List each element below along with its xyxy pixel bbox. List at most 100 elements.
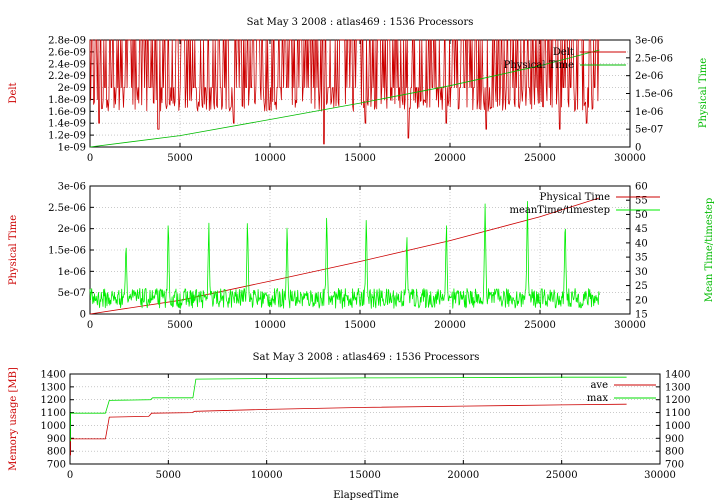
x-tick-label: 0 [67, 470, 73, 481]
panel-1-y2-label: Physical Time [698, 58, 709, 128]
y2-tick-label: 25 [635, 281, 648, 292]
y2-tick-label: 800 [665, 447, 684, 458]
panel-1-y1-label: Delt [8, 82, 19, 103]
y2-tick-label: 45 [635, 224, 648, 235]
x-tick-label: 20000 [447, 470, 479, 481]
y2-tick-label: 1100 [665, 408, 690, 419]
y1-tick-label: 1300 [41, 382, 66, 393]
y1-tick-label: 2.5e-06 [48, 203, 86, 214]
y2-tick-label: 35 [635, 253, 648, 264]
x-tick-label: 25000 [546, 470, 578, 481]
x-tick-label: 5000 [156, 470, 181, 481]
y1-tick-label: 1.8e-09 [48, 95, 86, 106]
series-line-delt [89, 39, 600, 145]
y2-tick-label: 0 [635, 143, 641, 154]
legend-entry-physical-time-2-label: Physical Time [540, 192, 610, 203]
y1-tick-label: 2.2e-09 [48, 71, 86, 82]
y1-tick-label: 1.6e-09 [48, 107, 86, 118]
y1-tick-label: 2e-06 [58, 224, 86, 235]
y1-tick-label: 1100 [41, 408, 66, 419]
y1-tick-label: 2.6e-09 [48, 47, 86, 58]
y2-tick-label: 50 [635, 210, 648, 221]
y1-tick-label: 900 [47, 434, 66, 445]
panel-2-y1-label: Physical Time [8, 215, 19, 285]
panel-2-series [89, 197, 600, 315]
series-line-physical-time [89, 49, 600, 148]
series-line-ave [70, 403, 627, 456]
y1-tick-label: 700 [47, 460, 66, 471]
y2-tick-label: 1400 [665, 370, 690, 381]
y2-tick-label: 5e-07 [635, 125, 663, 136]
panel-1-legend: Delt Physical Time [504, 47, 626, 71]
legend-entry-physical-time-label: Physical Time [504, 60, 574, 71]
y2-tick-label: 2.5e-06 [635, 53, 673, 64]
y1-tick-label: 2e-09 [58, 83, 86, 94]
panel-3-x-label: ElapsedTime [333, 490, 399, 501]
x-tick-label: 25000 [524, 320, 556, 331]
panel-3-title: Sat May 3 2008 : atlas469 : 1536 Process… [253, 352, 480, 363]
x-tick-label: 5000 [167, 320, 192, 331]
panel-1-y1-ticks: 1e-091.2e-091.4e-091.6e-091.8e-092e-092.… [48, 36, 94, 154]
panel-3: Sat May 3 2008 : atlas469 : 1536 Process… [8, 352, 690, 501]
x-tick-label: 5000 [167, 153, 192, 164]
y1-tick-label: 1.4e-09 [48, 119, 86, 130]
x-tick-label: 30000 [614, 320, 646, 331]
series-line-meantime-timestep [89, 201, 600, 309]
x-tick-label: 20000 [434, 320, 466, 331]
panel-1-series [89, 39, 600, 148]
y2-tick-label: 2e-06 [635, 71, 663, 82]
y1-tick-label: 0 [80, 310, 86, 321]
legend-entry-delt-label: Delt [553, 47, 574, 58]
series-line-max [70, 376, 627, 442]
legend-entry-ave-label: ave [590, 380, 608, 391]
x-tick-label: 0 [87, 320, 93, 331]
legend-entry-meantime-label: meanTime/timestep [509, 205, 610, 216]
y2-tick-label: 1000 [665, 421, 690, 432]
y2-tick-label: 55 [635, 196, 648, 207]
y2-tick-label: 1.5e-06 [635, 89, 673, 100]
panel-3-grid [70, 374, 660, 464]
y2-tick-label: 30 [635, 267, 648, 278]
y1-tick-label: 1.5e-06 [48, 246, 86, 257]
x-tick-label: 15000 [349, 470, 381, 481]
y2-tick-label: 60 [635, 182, 648, 193]
y2-tick-label: 700 [665, 460, 684, 471]
panel-2-legend: Physical Time meanTime/timestep [509, 192, 660, 216]
panel-2-x-ticks: 0 5000 10000 15000 20000 25000 30000 [87, 186, 646, 331]
y2-tick-label: 1e-06 [635, 107, 663, 118]
y1-tick-label: 800 [47, 447, 66, 458]
panel-1: Sat May 3 2008 : atlas469 : 1536 Process… [8, 17, 709, 164]
y2-tick-label: 1300 [665, 382, 690, 393]
panel-3-series [70, 376, 627, 456]
x-tick-label: 0 [87, 153, 93, 164]
x-tick-label: 20000 [434, 153, 466, 164]
panel-2-grid [90, 186, 630, 314]
y1-tick-label: 1e-09 [58, 143, 86, 154]
panel-2: 0 5000 10000 15000 20000 25000 30000 0 5e-07 1e-… [8, 182, 715, 332]
y1-tick-label: 1.2e-09 [48, 131, 86, 142]
y2-tick-label: 40 [635, 238, 648, 249]
y1-tick-label: 3e-06 [58, 182, 86, 193]
legend-entry-max-label: max [587, 393, 608, 404]
x-tick-label: 10000 [254, 153, 286, 164]
panel-1-title: Sat May 3 2008 : atlas469 : 1536 Process… [247, 17, 474, 28]
panel-3-x-ticks: 0 5000 10000 15000 20000 25000 30000 [67, 374, 676, 481]
x-tick-label: 25000 [524, 153, 556, 164]
y1-tick-label: 2.4e-09 [48, 59, 86, 70]
x-tick-label: 30000 [614, 153, 646, 164]
y1-tick-label: 1400 [41, 370, 66, 381]
x-tick-label: 10000 [254, 320, 286, 331]
panel-2-y2-ticks: 15 20 25 30 35 40 45 50 55 60 [626, 182, 648, 321]
panel-1-y2-ticks: 0 5e-07 1e-06 1.5e-06 2e-06 2.5e-06 3e-06 [626, 36, 673, 154]
x-tick-label: 15000 [344, 320, 376, 331]
panel-3-legend: ave max [587, 380, 656, 404]
y2-tick-label: 20 [635, 295, 648, 306]
y1-tick-label: 2.8e-09 [48, 36, 86, 47]
y1-tick-label: 5e-07 [58, 288, 86, 299]
y1-tick-label: 1e-06 [58, 267, 86, 278]
panel-2-y2-label: Mean Time/timestep [704, 198, 715, 302]
x-tick-label: 15000 [344, 153, 376, 164]
